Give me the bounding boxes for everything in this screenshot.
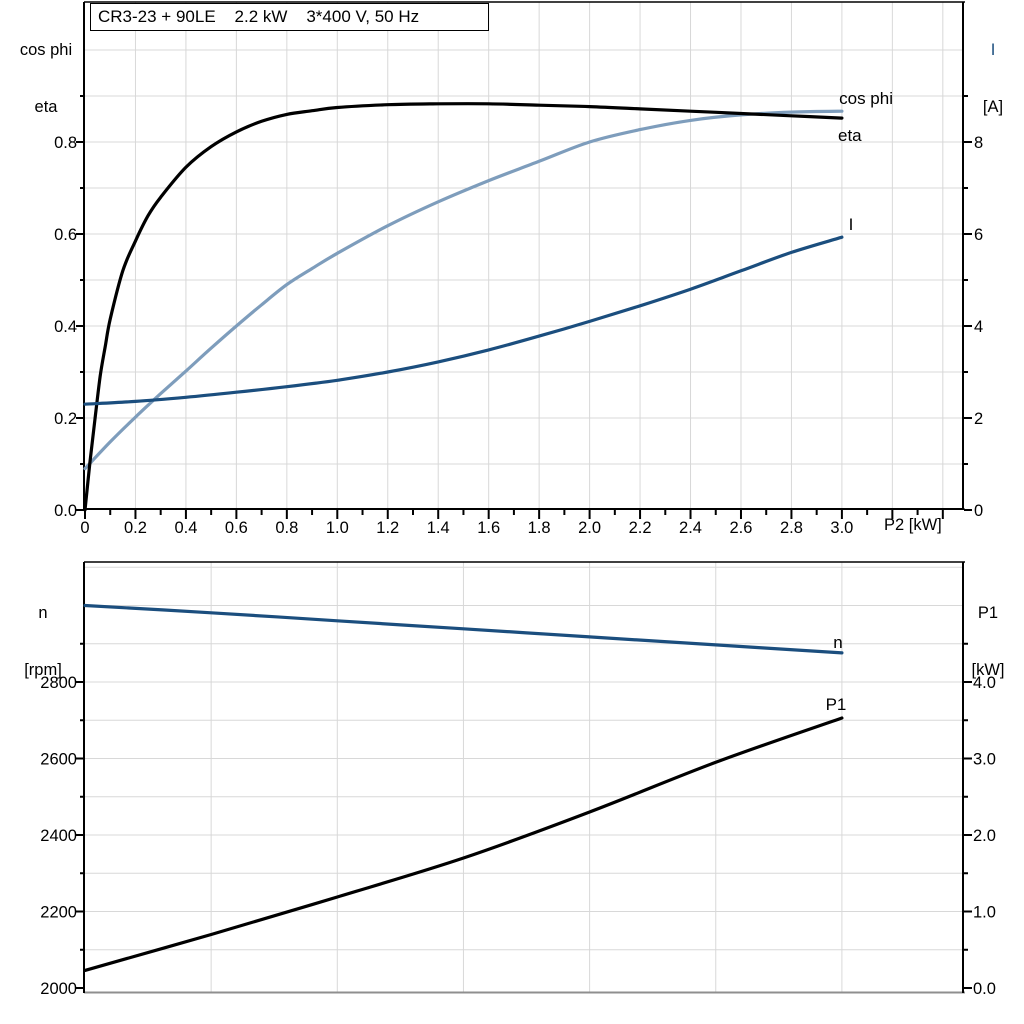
right-tick-label: 8 [974, 134, 983, 152]
curve-cos-phi [83, 109, 844, 471]
left-tick-label: 0.0 [54, 502, 77, 520]
bottom-chart-tick-labels: 2000 2200 2400 2600 2800 0.0 1.0 2.0 3.0 4.0 [40, 674, 996, 998]
x-tick-label: 1.2 [376, 519, 399, 537]
right-tick-label: 0.0 [973, 980, 996, 998]
curve-label-I: I [849, 215, 854, 234]
left-axis-label-top-chart: cos phi eta [12, 3, 80, 155]
right-tick-label: 2 [974, 410, 983, 428]
x-tick-label: 1.0 [326, 519, 349, 537]
x-tick-label: 0 [80, 519, 89, 537]
curve-label-n: n [833, 633, 842, 652]
right-tick-label: 1.0 [973, 904, 996, 922]
right-tick-label: 6 [974, 226, 983, 244]
right-axis-label-line: P1 [977, 604, 999, 622]
x-tick-label: 0.4 [174, 519, 197, 537]
left-axis-label-bottom-chart: n [rpm] [12, 566, 74, 718]
left-axis-label-line: n [38, 604, 48, 622]
x-tick-label: 0.6 [225, 519, 248, 537]
x-tick-label: 2.0 [578, 519, 601, 537]
left-tick-label: 0.8 [54, 134, 77, 152]
x-tick-label: 1.8 [528, 519, 551, 537]
x-tick-label: 0.2 [124, 519, 147, 537]
curve-label-eta: eta [838, 126, 862, 145]
chart-title-box: CR3-23 + 90LE 2.2 kW 3*400 V, 50 Hz [90, 3, 489, 31]
left-tick-label: 0.6 [54, 226, 77, 244]
bottom-chart-grid [84, 562, 964, 992]
curve-I [83, 235, 844, 406]
left-tick-label: 2600 [40, 751, 77, 769]
curve-n [83, 603, 844, 655]
x-tick-label: 1.4 [427, 519, 450, 537]
left-tick-label: 2200 [40, 904, 77, 922]
x-tick-label: 2.6 [730, 519, 753, 537]
curve-P1 [83, 716, 844, 973]
chart-title: CR3-23 + 90LE 2.2 kW 3*400 V, 50 Hz [98, 7, 420, 26]
x-tick-label: 2.8 [780, 519, 803, 537]
left-tick-label: 0.4 [54, 318, 77, 336]
x-tick-label: 3.0 [830, 519, 853, 537]
bottom-chart-ticks [76, 642, 972, 989]
bottom-chart-frame [83, 561, 965, 994]
bottom-chart: 2000 2200 2400 2600 2800 0.0 1.0 2.0 3.0 4.0 n P1 [40, 561, 996, 998]
left-tick-label: 0.2 [54, 410, 77, 428]
right-tick-label: 2.0 [973, 827, 996, 845]
x-axis-label: P2 [kW] [884, 516, 942, 534]
curve-label-P1: P1 [826, 695, 847, 714]
left-axis-label-line: cos phi [19, 41, 73, 59]
curve-label-cos-phi: cos phi [839, 89, 893, 108]
top-chart-grid [84, 2, 964, 509]
x-tick-label: 2.2 [629, 519, 652, 537]
right-axis-label-bottom-chart: P1 [kW] [958, 566, 1018, 718]
right-tick-label: 3.0 [973, 751, 996, 769]
top-chart-tick-labels: 0 0.2 0.4 0.6 0.8 1.0 1.2 1.4 1.6 1.8 2.0 2.2 2.4 2.6… [54, 134, 983, 537]
left-tick-label: 2800 [40, 674, 77, 692]
x-tick-label: 2.4 [679, 519, 702, 537]
right-axis-label-line: [kW] [971, 661, 1005, 679]
left-axis-label-line: eta [34, 98, 58, 116]
left-tick-label: 2000 [40, 980, 77, 998]
right-axis-label-line: [A] [982, 98, 1004, 116]
x-tick-label: 0.8 [275, 519, 298, 537]
left-tick-label: 2400 [40, 827, 77, 845]
top-chart: 0 0.2 0.4 0.6 0.8 1.0 1.2 1.4 1.6 1.8 2.0 2.2 2.4 2.6… [54, 1, 983, 537]
x-tick-label: 1.6 [477, 519, 500, 537]
top-chart-ticks [76, 95, 972, 519]
right-tick-label: 4 [974, 318, 983, 336]
left-axis-label-line: [rpm] [24, 661, 62, 679]
top-chart-frame [83, 1, 965, 510]
curve-eta [83, 102, 844, 512]
right-axis-label-top-chart: I [A] [965, 3, 1021, 155]
right-tick-label: 4.0 [973, 674, 996, 692]
right-axis-label-line: I [990, 41, 996, 59]
right-tick-label: 0 [974, 502, 983, 520]
